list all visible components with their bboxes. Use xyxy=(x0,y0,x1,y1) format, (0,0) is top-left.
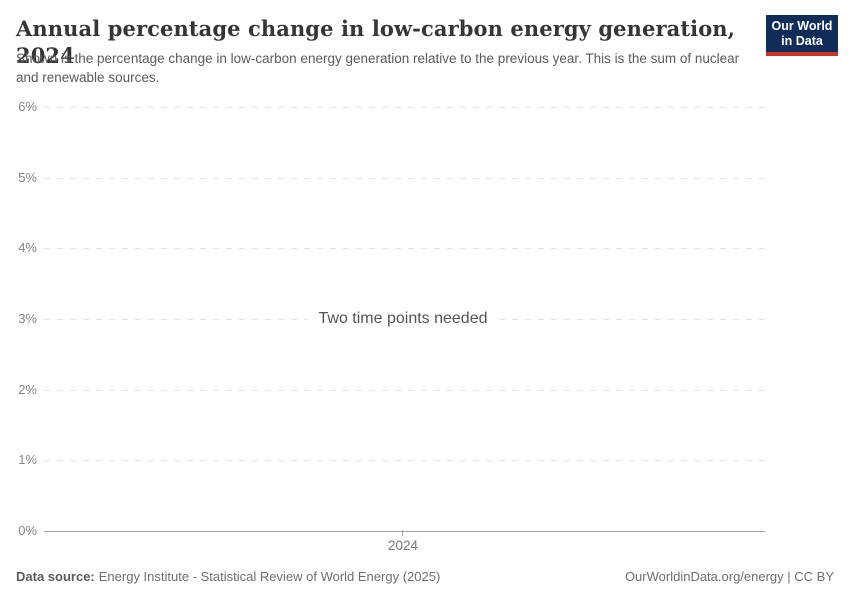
x-axis-tick-label: 2024 xyxy=(387,538,419,553)
owid-logo-line1: Our World xyxy=(771,19,833,33)
chart-title: Annual percentage change in low-carbon e… xyxy=(16,16,736,68)
y-gridline xyxy=(44,390,765,391)
y-gridline xyxy=(44,248,765,249)
y-gridline xyxy=(44,107,765,108)
y-axis-tick-label: 5% xyxy=(18,170,37,185)
y-gridline xyxy=(44,178,765,179)
license-link[interactable]: OurWorldinData.org/energy | CC BY xyxy=(624,569,834,584)
y-axis-tick-label: 3% xyxy=(18,311,37,326)
chart-footer: Data source: Energy Institute - Statistic… xyxy=(16,568,834,585)
empty-chart-message: Two time points needed xyxy=(308,307,498,331)
owid-logo-text: Our World in Data xyxy=(766,15,838,52)
y-axis-tick-label: 4% xyxy=(18,240,37,255)
x-axis-baseline xyxy=(44,531,765,532)
x-axis-tick xyxy=(402,530,403,536)
y-axis-tick-label: 1% xyxy=(18,452,37,467)
y-axis-tick-label: 2% xyxy=(18,382,37,397)
y-gridline xyxy=(44,460,765,461)
owid-logo[interactable]: Our World in Data xyxy=(766,15,838,56)
owid-logo-stripe xyxy=(766,52,838,56)
data-source-label: Data source: xyxy=(16,569,95,584)
y-axis-tick-label: 0% xyxy=(18,523,37,538)
data-source-text: Energy Institute - Statistical Review of… xyxy=(98,569,441,584)
owid-logo-line2: in Data xyxy=(781,34,823,48)
data-source-note: Data source: Energy Institute - Statistic… xyxy=(16,568,440,585)
y-axis-tick-label: 6% xyxy=(18,99,37,114)
chart-subtitle: Shown is the percentage change in low-ca… xyxy=(16,51,740,85)
